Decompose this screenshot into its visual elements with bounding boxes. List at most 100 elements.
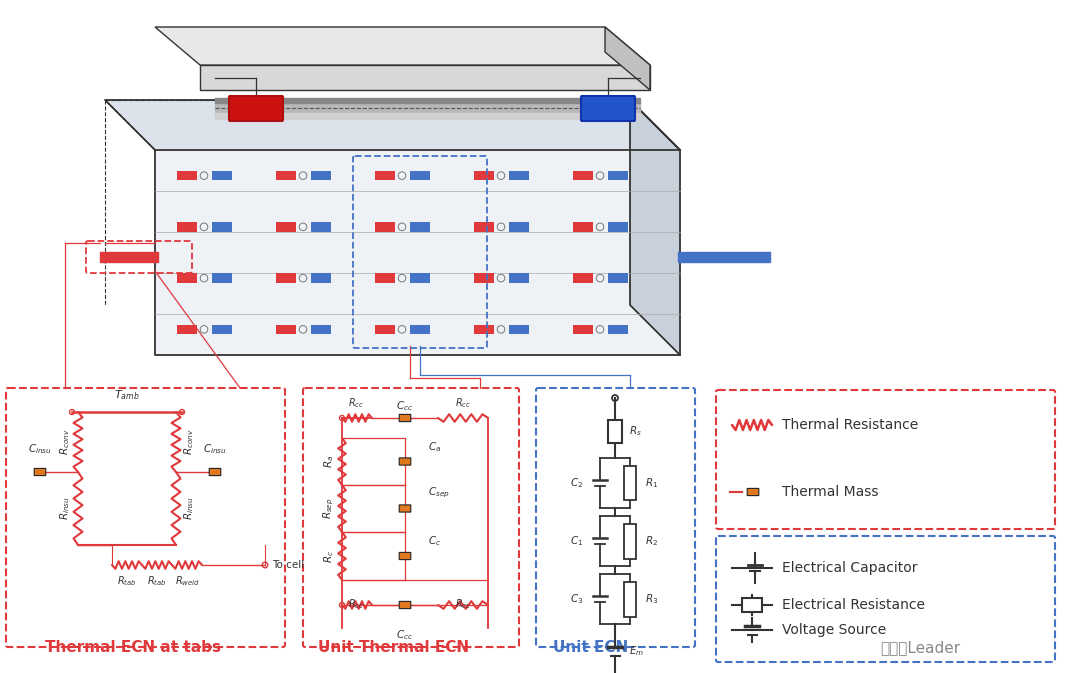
Text: $C_{insu}$: $C_{insu}$ <box>28 442 52 456</box>
Text: $T_{amb}$: $T_{amb}$ <box>114 388 139 402</box>
Text: Electrical Resistance: Electrical Resistance <box>782 598 924 612</box>
FancyBboxPatch shape <box>747 489 759 495</box>
Bar <box>573 171 593 180</box>
Text: $R_c$: $R_c$ <box>322 549 336 563</box>
Bar <box>608 324 627 334</box>
Bar <box>573 324 593 334</box>
Bar <box>573 273 593 283</box>
Text: Voltage Source: Voltage Source <box>782 623 887 637</box>
Bar <box>276 222 296 232</box>
Text: $R_s$: $R_s$ <box>629 424 642 438</box>
Bar <box>410 171 430 180</box>
Text: $C_a$: $C_a$ <box>428 439 442 454</box>
Text: $E_m$: $E_m$ <box>629 644 644 658</box>
Polygon shape <box>156 150 680 355</box>
Text: Unit ECN: Unit ECN <box>553 640 629 655</box>
Text: $R_a$: $R_a$ <box>322 455 336 468</box>
FancyBboxPatch shape <box>35 468 45 476</box>
FancyBboxPatch shape <box>400 505 410 512</box>
Text: $R_3$: $R_3$ <box>645 592 659 606</box>
Text: $R_{insu}$: $R_{insu}$ <box>58 497 72 520</box>
Text: $R_{cc}$: $R_{cc}$ <box>348 396 364 410</box>
Text: $C_{cc}$: $C_{cc}$ <box>396 628 414 642</box>
Bar <box>474 324 494 334</box>
Bar <box>212 273 232 283</box>
Text: $R_{conv}$: $R_{conv}$ <box>183 429 195 456</box>
Polygon shape <box>105 100 680 150</box>
Bar <box>608 273 627 283</box>
Text: Thermal ECN at tabs: Thermal ECN at tabs <box>45 640 221 655</box>
Bar <box>177 324 197 334</box>
Text: Thermal Mass: Thermal Mass <box>782 485 878 499</box>
Bar <box>509 222 529 232</box>
Text: To cell: To cell <box>272 560 305 570</box>
Bar <box>276 324 296 334</box>
Bar <box>608 420 622 443</box>
Text: $C_c$: $C_c$ <box>428 534 441 548</box>
Text: 新能源Leader: 新能源Leader <box>880 641 960 656</box>
Text: $C_{sep}$: $C_{sep}$ <box>428 486 449 501</box>
Text: $C_{insu}$: $C_{insu}$ <box>203 442 227 456</box>
Text: $R_{sep}$: $R_{sep}$ <box>322 497 336 520</box>
Bar <box>375 324 395 334</box>
Text: $R_{cc}$: $R_{cc}$ <box>455 597 471 611</box>
Bar <box>509 324 529 334</box>
Bar <box>375 171 395 180</box>
FancyBboxPatch shape <box>229 96 283 121</box>
Bar <box>742 598 762 612</box>
FancyBboxPatch shape <box>400 602 410 608</box>
Text: $C_3$: $C_3$ <box>569 592 583 606</box>
Text: Electrical Capacitor: Electrical Capacitor <box>782 561 918 575</box>
Text: $R_{tab}$: $R_{tab}$ <box>147 574 166 588</box>
Bar <box>311 171 330 180</box>
Bar <box>509 171 529 180</box>
Bar <box>410 222 430 232</box>
Polygon shape <box>630 100 680 355</box>
FancyBboxPatch shape <box>581 96 635 121</box>
Bar <box>509 273 529 283</box>
Bar <box>474 273 494 283</box>
Bar <box>375 273 395 283</box>
FancyBboxPatch shape <box>210 468 220 476</box>
Bar <box>608 171 627 180</box>
Text: $C_1$: $C_1$ <box>570 534 583 548</box>
FancyBboxPatch shape <box>400 415 410 421</box>
Bar <box>311 273 330 283</box>
Text: $R_{insu}$: $R_{insu}$ <box>183 497 195 520</box>
Bar <box>276 171 296 180</box>
Bar <box>474 171 494 180</box>
Bar <box>624 581 636 616</box>
FancyBboxPatch shape <box>400 553 410 560</box>
Bar <box>177 222 197 232</box>
Bar <box>177 171 197 180</box>
Text: $R_2$: $R_2$ <box>645 534 658 548</box>
Bar <box>573 222 593 232</box>
Text: $C_2$: $C_2$ <box>570 476 583 490</box>
Text: $R_{weld}$: $R_{weld}$ <box>175 574 200 588</box>
Bar <box>311 222 330 232</box>
Text: $R_{cc}$: $R_{cc}$ <box>348 597 364 611</box>
Bar <box>410 324 430 334</box>
Bar <box>177 273 197 283</box>
Bar <box>624 466 636 501</box>
Polygon shape <box>605 27 650 90</box>
Text: $R_{cc}$: $R_{cc}$ <box>455 396 471 410</box>
Polygon shape <box>156 27 650 65</box>
Bar <box>608 222 627 232</box>
Bar <box>474 222 494 232</box>
Polygon shape <box>200 65 650 90</box>
Bar <box>276 273 296 283</box>
Text: Unit Thermal ECN: Unit Thermal ECN <box>318 640 469 655</box>
Bar <box>375 222 395 232</box>
Text: $R_1$: $R_1$ <box>645 476 658 490</box>
Bar <box>624 524 636 559</box>
FancyBboxPatch shape <box>400 458 410 465</box>
Bar <box>311 324 330 334</box>
Text: $R_{conv}$: $R_{conv}$ <box>58 429 72 456</box>
Bar <box>410 273 430 283</box>
Text: Thermal Resistance: Thermal Resistance <box>782 418 918 432</box>
Text: $R_{tab}$: $R_{tab}$ <box>118 574 137 588</box>
Text: $C_{cc}$: $C_{cc}$ <box>396 399 414 413</box>
Bar <box>212 324 232 334</box>
Bar <box>212 222 232 232</box>
